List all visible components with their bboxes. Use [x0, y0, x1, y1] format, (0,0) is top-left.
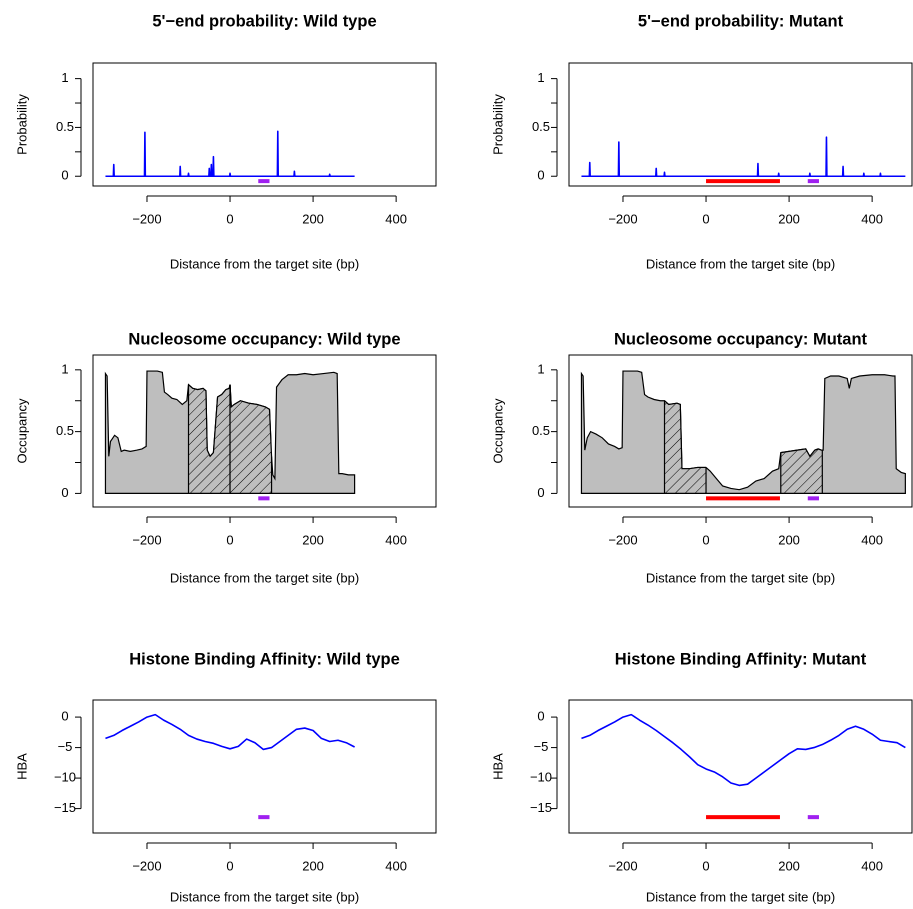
y-tick-label: 0.5 — [532, 119, 550, 134]
region-marker — [706, 496, 780, 501]
y-axis-label: Occupancy — [490, 398, 505, 464]
occupancy-area — [580, 370, 906, 495]
panel-title: Nucleosome occupancy: Wild type — [128, 330, 400, 348]
x-tick-label: 0 — [226, 532, 233, 547]
x-tick-label: 400 — [861, 858, 883, 873]
hatched-region — [664, 400, 707, 495]
y-tick-label: 0 — [537, 485, 544, 500]
x-tick-label: 400 — [385, 532, 407, 547]
x-tick-label: 0 — [226, 858, 233, 873]
y-tick-label: 1 — [61, 361, 68, 376]
region-marker — [258, 815, 270, 820]
data-line — [581, 136, 906, 178]
y-tick-label: 0 — [61, 168, 68, 183]
x-tick-label: 0 — [226, 211, 233, 226]
x-tick-label: −200 — [132, 211, 161, 226]
x-tick-label: 400 — [861, 532, 883, 547]
x-tick-label: 400 — [385, 858, 407, 873]
panel-title: 5'−end probability: Wild type — [152, 12, 376, 30]
x-tick-label: −200 — [132, 858, 161, 873]
x-tick-label: 0 — [702, 211, 709, 226]
x-tick-label: −200 — [132, 532, 161, 547]
region-marker — [706, 815, 780, 820]
y-tick-label: 0 — [61, 485, 68, 500]
x-tick-label: 200 — [778, 858, 800, 873]
y-tick-label: 0.5 — [56, 119, 74, 134]
x-axis-label: Distance from the target site (bp) — [646, 256, 835, 271]
hatched-region — [188, 383, 231, 495]
panel: Nucleosome occupancy: Mutant Distance fro… — [490, 330, 913, 585]
y-tick-label: 1 — [61, 70, 68, 85]
y-tick-label: −10 — [54, 770, 76, 785]
plot-frame — [92, 62, 437, 187]
y-axis-label: Occupancy — [14, 398, 29, 464]
y-tick-label: −15 — [54, 800, 76, 815]
x-tick-label: 0 — [702, 532, 709, 547]
hatched-region — [780, 448, 823, 495]
y-tick-label: 1 — [537, 70, 544, 85]
region-marker — [807, 815, 819, 820]
x-tick-label: −200 — [608, 532, 637, 547]
region-marker — [807, 179, 819, 184]
x-tick-label: 200 — [302, 532, 324, 547]
plot-frame — [568, 354, 913, 508]
x-tick-label: 200 — [778, 532, 800, 547]
data-line — [581, 713, 906, 787]
x-tick-label: 400 — [385, 211, 407, 226]
plot-frame — [92, 354, 437, 508]
region-marker — [258, 179, 270, 184]
x-axis-label: Distance from the target site (bp) — [170, 889, 359, 904]
x-tick-label: −200 — [608, 211, 637, 226]
x-axis-label: Distance from the target site (bp) — [170, 570, 359, 585]
x-tick-label: 0 — [702, 858, 709, 873]
y-tick-label: 0.5 — [532, 423, 550, 438]
y-tick-label: 1 — [537, 361, 544, 376]
panel-title: 5'−end probability: Mutant — [638, 12, 844, 30]
plot-frame — [92, 699, 437, 834]
region-marker — [706, 179, 780, 184]
x-tick-label: 200 — [778, 211, 800, 226]
plot-frame — [568, 62, 913, 187]
x-axis-label: Distance from the target site (bp) — [170, 256, 359, 271]
panel: Nucleosome occupancy: Wild type Distance … — [14, 330, 437, 585]
x-tick-label: 200 — [302, 211, 324, 226]
data-line — [105, 130, 355, 178]
panel: 5'−end probability: Mutant Distance from … — [490, 12, 913, 271]
region-marker — [258, 496, 270, 501]
panel-title: Nucleosome occupancy: Mutant — [614, 330, 868, 348]
data-line — [105, 713, 355, 751]
panel: Histone Binding Affinity: Wild type Dista… — [14, 650, 437, 904]
hatched-region — [230, 384, 272, 495]
x-axis-label: Distance from the target site (bp) — [646, 889, 835, 904]
plot-frame — [568, 699, 913, 834]
x-tick-label: 400 — [861, 211, 883, 226]
y-axis-label: HBA — [14, 753, 29, 780]
panel: 5'−end probability: Wild type Distance fr… — [14, 12, 437, 271]
y-tick-label: 0 — [61, 709, 68, 724]
y-tick-label: 0 — [537, 168, 544, 183]
y-tick-label: −5 — [534, 739, 549, 754]
y-axis-label: Probability — [14, 94, 29, 155]
region-marker — [807, 496, 819, 501]
x-tick-label: 200 — [302, 858, 324, 873]
y-tick-label: −15 — [530, 800, 552, 815]
y-tick-label: −10 — [530, 770, 552, 785]
panel: Histone Binding Affinity: Mutant Distance… — [490, 650, 913, 904]
panel-title: Histone Binding Affinity: Mutant — [615, 650, 867, 668]
panel-title: Histone Binding Affinity: Wild type — [129, 650, 400, 668]
y-tick-label: 0.5 — [56, 423, 74, 438]
x-tick-label: −200 — [608, 858, 637, 873]
y-tick-label: −5 — [58, 739, 73, 754]
x-axis-label: Distance from the target site (bp) — [646, 570, 835, 585]
y-axis-label: HBA — [490, 753, 505, 780]
y-tick-label: 0 — [537, 709, 544, 724]
y-axis-label: Probability — [490, 94, 505, 155]
